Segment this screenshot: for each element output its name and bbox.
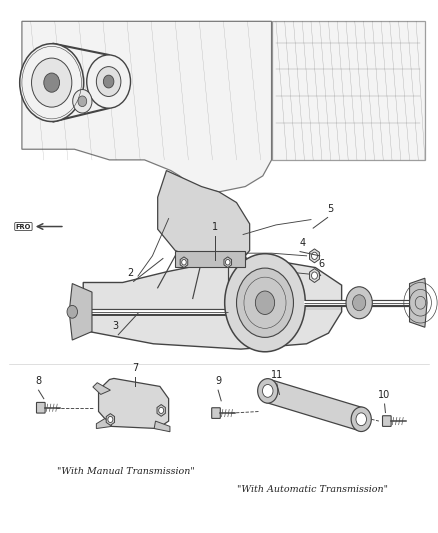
Circle shape (346, 287, 372, 319)
Circle shape (108, 416, 113, 423)
Text: 11: 11 (271, 370, 283, 380)
Text: "With Manual Transmission": "With Manual Transmission" (57, 467, 194, 476)
Polygon shape (158, 171, 250, 266)
Circle shape (237, 268, 293, 337)
Text: 7: 7 (132, 363, 138, 373)
Circle shape (356, 413, 367, 426)
Circle shape (262, 384, 273, 397)
Circle shape (225, 254, 305, 352)
Circle shape (353, 295, 366, 311)
Circle shape (67, 305, 78, 318)
Circle shape (311, 272, 318, 279)
Polygon shape (106, 414, 115, 425)
Text: 2: 2 (127, 268, 134, 278)
Polygon shape (99, 378, 169, 429)
Circle shape (103, 75, 114, 88)
Text: 4: 4 (300, 238, 306, 248)
Circle shape (87, 55, 131, 108)
Circle shape (78, 96, 87, 107)
Text: 10: 10 (378, 390, 391, 400)
Circle shape (32, 58, 72, 107)
Text: 5: 5 (328, 204, 334, 214)
Circle shape (311, 252, 318, 260)
Polygon shape (272, 21, 425, 160)
Circle shape (96, 67, 121, 96)
Polygon shape (310, 269, 319, 282)
Polygon shape (154, 421, 170, 432)
Polygon shape (22, 21, 272, 192)
Circle shape (182, 260, 186, 265)
Circle shape (258, 378, 278, 403)
FancyBboxPatch shape (36, 402, 45, 413)
Text: 9: 9 (215, 376, 221, 386)
Polygon shape (157, 405, 166, 416)
Text: 3: 3 (112, 321, 118, 331)
Circle shape (44, 73, 60, 92)
Text: FRO: FRO (16, 223, 31, 230)
Polygon shape (224, 257, 232, 268)
Text: 6: 6 (319, 259, 325, 269)
Text: 1: 1 (212, 222, 218, 232)
Circle shape (159, 407, 164, 414)
Polygon shape (310, 249, 319, 263)
Circle shape (255, 291, 275, 314)
Text: "With Automatic Transmission": "With Automatic Transmission" (237, 485, 388, 494)
Circle shape (226, 260, 230, 265)
Polygon shape (96, 418, 112, 429)
Polygon shape (180, 257, 188, 268)
Circle shape (73, 90, 92, 113)
Polygon shape (83, 260, 342, 349)
Polygon shape (265, 379, 364, 431)
FancyBboxPatch shape (382, 416, 391, 426)
FancyBboxPatch shape (212, 408, 220, 418)
Polygon shape (69, 284, 92, 340)
Polygon shape (175, 251, 245, 266)
Circle shape (351, 407, 371, 432)
Polygon shape (93, 383, 110, 394)
Text: 8: 8 (35, 376, 42, 386)
Polygon shape (410, 278, 427, 327)
Circle shape (20, 44, 84, 122)
